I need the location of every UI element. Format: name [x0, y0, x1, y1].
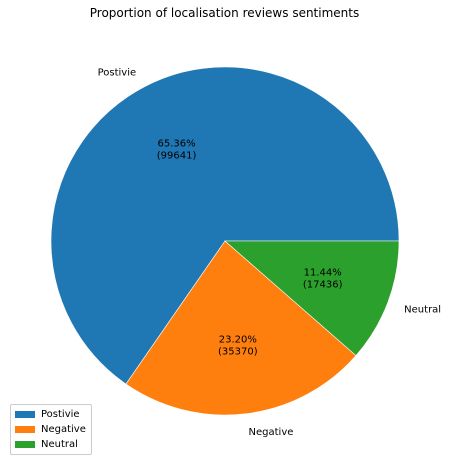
chart-legend: Postivie Negative Neutral [10, 404, 92, 455]
pie-slice-postivie [50, 66, 400, 385]
legend-swatch [15, 411, 35, 418]
slice-category-label: Neutral [404, 304, 441, 315]
chart-title: Proportion of localisation reviews senti… [89, 6, 360, 20]
slice-count-label: (17436) [303, 280, 343, 291]
pie-slice-neutral [224, 240, 400, 356]
slice-percent-label: 23.20% [219, 335, 257, 346]
legend-swatch [15, 441, 35, 448]
legend-label: Postivie [41, 409, 80, 420]
slice-category-label: Postivie [98, 67, 137, 78]
slice-count-label: (99641) [157, 151, 197, 162]
legend-item-postivie: Postivie [15, 407, 87, 422]
slice-count-label: (35370) [218, 347, 258, 358]
legend-label: Negative [41, 424, 86, 435]
slice-category-label: Negative [249, 427, 294, 438]
legend-item-neutral: Neutral [15, 437, 87, 452]
pie-slice-negative [125, 240, 357, 416]
legend-item-negative: Negative [15, 422, 87, 437]
legend-swatch [15, 426, 35, 433]
slice-percent-label: 11.44% [304, 268, 342, 279]
legend-label: Neutral [41, 439, 78, 450]
slice-percent-label: 65.36% [157, 139, 195, 150]
